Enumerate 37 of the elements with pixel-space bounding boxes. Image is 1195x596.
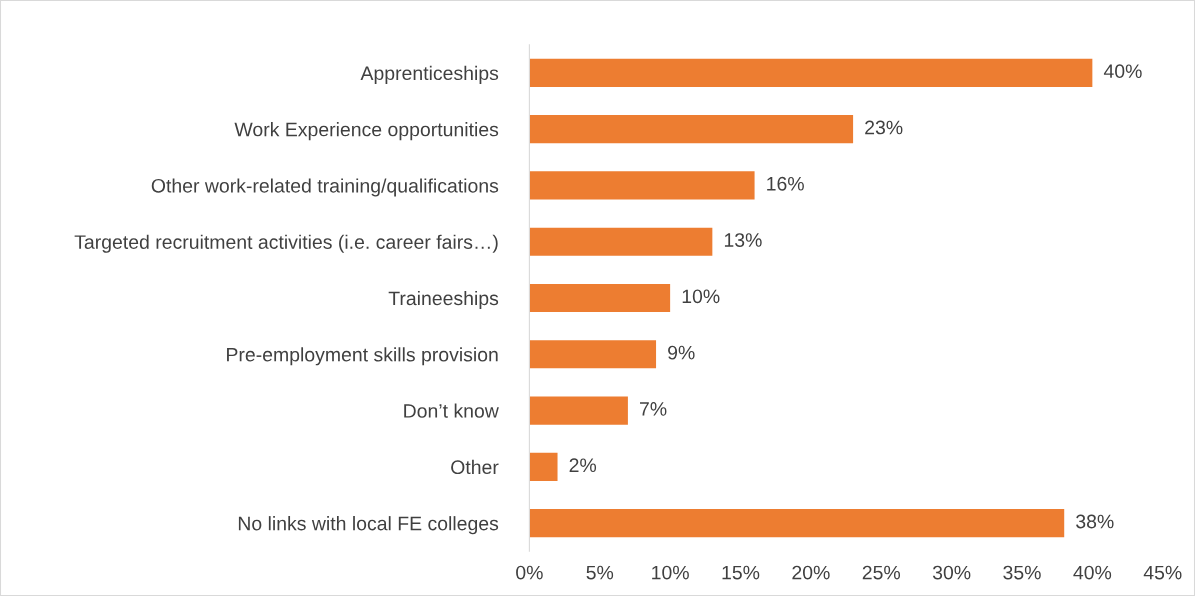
y-tick-label: Pre-employment skills provision xyxy=(227,347,498,366)
y-tick-label: Other xyxy=(451,459,499,475)
y-tick-label: Apprenticeships xyxy=(360,65,499,84)
x-tick-label: 15% xyxy=(722,565,760,580)
bar xyxy=(529,227,713,256)
bar xyxy=(529,58,1093,87)
data-label: 16% xyxy=(767,176,804,191)
x-tick-label: 35% xyxy=(1003,565,1041,580)
bar xyxy=(529,283,671,313)
data-label: 9% xyxy=(668,345,695,360)
data-label: 7% xyxy=(640,402,667,416)
data-label: 40% xyxy=(1103,64,1142,79)
bar xyxy=(529,452,558,481)
x-tick-label: 30% xyxy=(932,565,971,580)
bar xyxy=(529,171,755,200)
data-label: 23% xyxy=(865,120,903,135)
y-tick-label: Don’t know xyxy=(404,403,499,418)
y-tick-label: Traineeships xyxy=(388,290,499,310)
data-label: 2% xyxy=(569,458,597,473)
y-tick-label: No links with local FE colleges xyxy=(238,516,499,535)
data-label: 38% xyxy=(1076,514,1114,529)
data-label: 10% xyxy=(682,289,720,304)
bar xyxy=(529,115,854,144)
x-tick-label: 40% xyxy=(1073,565,1112,580)
x-tick-label: 10% xyxy=(652,565,689,580)
x-tick-label: 0% xyxy=(516,565,543,580)
y-tick-label: Work Experience opportunities xyxy=(234,122,499,141)
bar xyxy=(529,340,657,369)
x-tick-label: 25% xyxy=(862,565,901,580)
x-tick-label: 45% xyxy=(1143,565,1182,580)
bar xyxy=(529,509,1065,538)
x-tick-label: 5% xyxy=(586,565,614,580)
data-label: 13% xyxy=(724,233,762,247)
x-tick-label: 20% xyxy=(792,565,830,580)
y-tick-label: Other work-related training/qualifications xyxy=(151,178,499,197)
bar xyxy=(529,396,628,425)
y-tick-label: Targeted recruitment activities (i.e. career fairs…) xyxy=(74,234,498,253)
